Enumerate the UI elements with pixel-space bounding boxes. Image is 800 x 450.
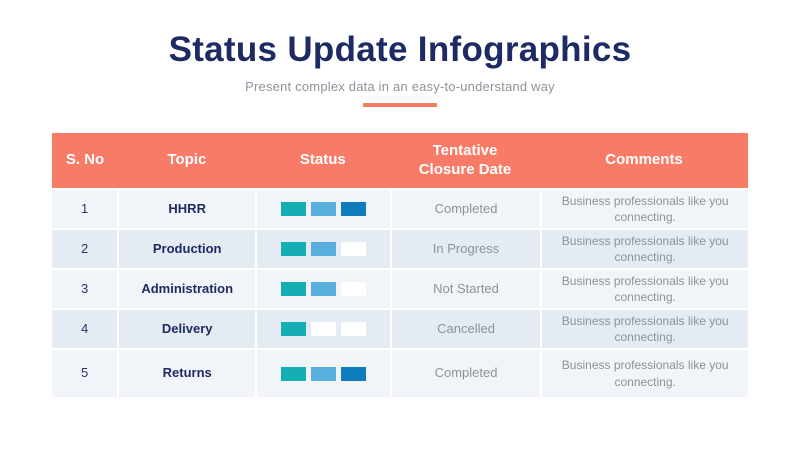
cell-sno: 4 xyxy=(52,310,118,348)
cell-status xyxy=(257,310,390,348)
cell-closure: Cancelled xyxy=(391,310,541,348)
cell-status xyxy=(257,270,390,308)
cell-sno: 5 xyxy=(52,350,118,397)
status-bar-segment xyxy=(340,322,366,336)
table-row: 3 Administration Not Started Business pr… xyxy=(52,270,748,308)
cell-topic: HHRR xyxy=(119,190,256,228)
cell-status xyxy=(257,350,390,397)
cell-closure: Not Started xyxy=(391,270,541,308)
status-bar-segment xyxy=(340,282,366,296)
cell-topic: Production xyxy=(119,230,256,268)
status-bar-segment xyxy=(310,242,336,256)
status-bar-segment xyxy=(340,366,366,381)
cell-comments: Business professionals like you connecti… xyxy=(542,190,748,228)
cell-status xyxy=(257,230,390,268)
status-bar-segment xyxy=(280,282,306,296)
title-block: Status Update Infographics Present compl… xyxy=(0,0,800,107)
status-bar-segment xyxy=(340,242,366,256)
status-bar-segment xyxy=(280,322,306,336)
cell-closure: Completed xyxy=(391,190,541,228)
table-row: 5 Returns Completed Business professiona… xyxy=(52,350,748,397)
cell-topic: Returns xyxy=(119,350,256,397)
cell-sno: 3 xyxy=(52,270,118,308)
status-bar-segment xyxy=(280,242,306,256)
status-bar-segment xyxy=(280,202,306,216)
status-bar-segment xyxy=(280,366,306,381)
cell-topic: Administration xyxy=(119,270,256,308)
header-cell-topic: Topic xyxy=(167,151,207,169)
table-row: 2 Production In Progress Business profes… xyxy=(52,230,748,268)
cell-comments: Business professionals like you connecti… xyxy=(542,270,748,308)
header-cell-status: Status xyxy=(299,151,346,169)
cell-sno: 2 xyxy=(52,230,118,268)
cell-comments: Business professionals like you connecti… xyxy=(542,350,748,397)
table-header-row: S. No Topic Status Tentative Closure Dat… xyxy=(52,133,748,188)
cell-closure: In Progress xyxy=(391,230,541,268)
cell-closure: Completed xyxy=(391,350,541,397)
status-bars xyxy=(280,322,366,336)
cell-topic: Delivery xyxy=(119,310,256,348)
status-bar-segment xyxy=(310,366,336,381)
title-divider xyxy=(363,103,437,107)
cell-sno: 1 xyxy=(52,190,118,228)
status-bars xyxy=(280,366,366,381)
cell-comments: Business professionals like you connecti… xyxy=(542,230,748,268)
cell-comments: Business professionals like you connecti… xyxy=(542,310,748,348)
page-subtitle: Present complex data in an easy-to-under… xyxy=(245,79,555,94)
table-row: 4 Delivery Cancelled Business profession… xyxy=(52,310,748,348)
page-title: Status Update Infographics xyxy=(168,30,632,69)
status-table: S. No Topic Status Tentative Closure Dat… xyxy=(52,133,748,397)
status-bar-segment xyxy=(310,322,336,336)
status-bar-segment xyxy=(310,202,336,216)
header-cell-sno: S. No xyxy=(65,151,105,169)
status-bars xyxy=(280,202,366,216)
status-bars xyxy=(280,282,366,296)
status-bars xyxy=(280,242,366,256)
header-cell-comments: Comments xyxy=(605,151,683,169)
status-bar-segment xyxy=(310,282,336,296)
header-cell-closure-date: Tentative Closure Date xyxy=(418,141,512,178)
cell-status xyxy=(257,190,390,228)
status-bar-segment xyxy=(340,202,366,216)
table-row: 1 HHRR Completed Business professionals … xyxy=(52,190,748,228)
